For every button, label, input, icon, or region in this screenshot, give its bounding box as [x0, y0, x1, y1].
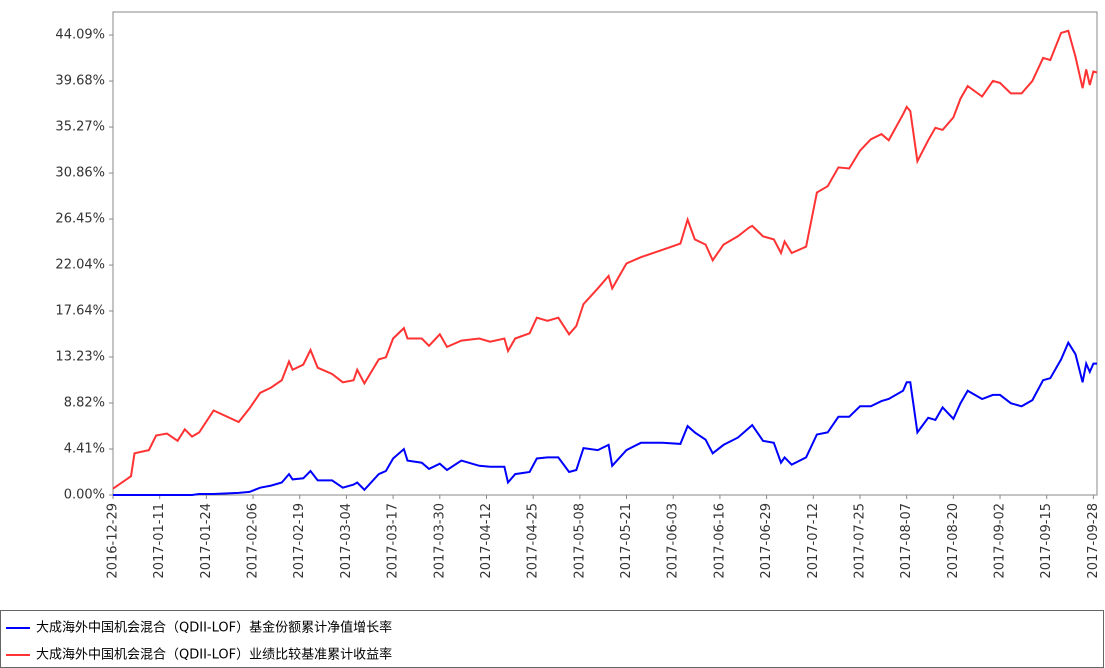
legend-label: 大成海外中国机会混合（QDII-LOF）业绩比较基准累计收益率	[36, 647, 392, 663]
x-tick-label: 2017-05-08	[572, 503, 587, 579]
x-tick-label: 2017-03-17	[386, 503, 401, 579]
x-tick-label: 2017-09-02	[993, 503, 1008, 579]
x-tick-label: 2017-07-25	[852, 503, 867, 579]
x-tick-label: 2017-03-30	[432, 503, 447, 579]
legend-label: 大成海外中国机会混合（QDII-LOF）基金份额累计净值增长率	[36, 620, 392, 636]
x-tick-label: 2017-08-07	[899, 503, 914, 579]
series-line	[112, 29, 1098, 490]
x-tick-label: 2017-09-15	[1039, 503, 1054, 579]
x-tick-label: 2017-06-29	[759, 503, 774, 579]
y-tick-label: 30.86%	[55, 166, 105, 181]
y-tick-label: 39.68%	[55, 74, 105, 89]
x-tick-label: 2017-06-16	[712, 503, 727, 579]
x-tick-label: 2017-01-11	[152, 503, 167, 579]
x-tick-label: 2017-05-21	[619, 503, 634, 579]
y-tick-label: 17.64%	[55, 303, 105, 318]
y-tick-label: 35.27%	[55, 120, 105, 135]
x-tick-label: 2017-03-04	[339, 503, 354, 579]
y-tick-label: 8.82%	[64, 395, 105, 410]
x-tick-label: 2017-01-24	[199, 503, 214, 579]
x-tick-label: 2017-02-06	[246, 503, 261, 579]
x-tick-label: 2017-07-12	[806, 503, 821, 579]
x-tick-label: 2017-09-28	[1086, 503, 1101, 579]
x-tick-label: 2017-04-12	[479, 503, 494, 579]
series-line	[113, 340, 1097, 496]
y-tick-label: 26.45%	[55, 212, 105, 227]
x-tick-label: 2017-08-20	[946, 503, 961, 579]
y-tick-label: 13.23%	[55, 349, 105, 364]
y-tick-label: 22.04%	[55, 258, 105, 273]
y-tick-label: 4.41%	[64, 441, 105, 456]
x-tick-label: 2017-04-25	[526, 503, 541, 579]
y-tick-label: 44.09%	[55, 28, 105, 43]
y-tick-label: 0.00%	[64, 488, 105, 503]
plot-frame	[112, 11, 1098, 496]
x-tick-label: 2017-02-19	[292, 503, 307, 579]
x-tick-label: 2016-12-29	[106, 503, 121, 579]
x-tick-label: 2017-06-03	[666, 503, 681, 579]
